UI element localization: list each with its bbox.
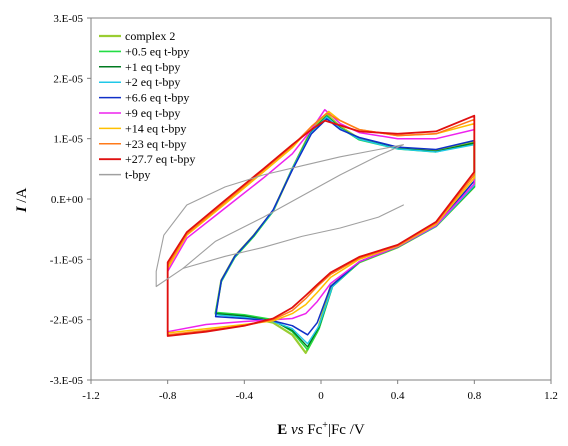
y-axis-symbol: I: [14, 205, 30, 213]
y-tick-label: 3.E-05: [53, 13, 83, 25]
legend-entry: t-bpy: [125, 168, 150, 182]
legend-entry: +9 eq t-bpy: [125, 106, 180, 120]
legend-entry: +27.7 eq t-bpy: [125, 152, 195, 166]
x-axis-fc: Fc: [307, 422, 322, 438]
y-tick-label: 0.E+00: [51, 194, 84, 206]
series-line-6: [166, 110, 476, 334]
legend-entry: +1 eq t-bpy: [125, 60, 180, 74]
y-tick-label: 1.E-05: [53, 134, 83, 146]
y-axis-title: I /A: [14, 188, 30, 214]
y-tick-label: -2.E-05: [50, 315, 84, 327]
legend-entry: +14 eq t-bpy: [125, 121, 186, 135]
legend: complex 2+0.5 eq t-bpy +1 eq t-bpy+2 eq t…: [99, 29, 195, 182]
x-tick-label: 0.4: [391, 390, 405, 402]
x-tick-label: -0.8: [159, 390, 177, 402]
x-axis-fc-superscript: +: [322, 420, 328, 431]
legend-entry: +6.6 eq t-bpy: [125, 91, 189, 105]
y-tick-label: -3.E-05: [50, 375, 84, 387]
y-tick-label: -1.E-05: [50, 254, 84, 266]
x-tick-label: 0.8: [467, 390, 481, 402]
x-tick-label: -1.2: [82, 390, 99, 402]
series-line-5: [166, 108, 476, 333]
legend-entry: complex 2: [125, 29, 175, 43]
x-axis-reference-unit: |Fc /V: [328, 422, 365, 438]
series-line-2: [214, 115, 475, 348]
x-axis-title: E vs Fc+|Fc /V: [277, 420, 365, 438]
legend-entry: +0.5 eq t-bpy: [125, 44, 189, 58]
x-tick-label: 0: [318, 390, 324, 402]
legend-entry: +2 eq t-bpy: [125, 75, 180, 89]
series-line-7: [166, 112, 476, 336]
x-tick-label: 1.2: [544, 390, 558, 402]
series-line-10: [182, 204, 404, 269]
data-curves: [155, 108, 476, 354]
series-line-8: [166, 114, 476, 337]
legend-entry: +23 eq t-bpy: [125, 137, 186, 151]
y-tick-label: 2.E-05: [53, 73, 83, 85]
x-axis-potential: E: [277, 422, 287, 438]
x-axis-vs: vs: [291, 422, 304, 438]
axis-ticks: 3.E-05 2.E-05 1.E-05 0.E+00 -1.E-05 -2.E-05 -3…: [50, 13, 558, 402]
y-axis-unit: /A: [14, 188, 30, 207]
x-tick-label: -0.4: [236, 390, 254, 402]
series-line-9: [155, 144, 404, 288]
